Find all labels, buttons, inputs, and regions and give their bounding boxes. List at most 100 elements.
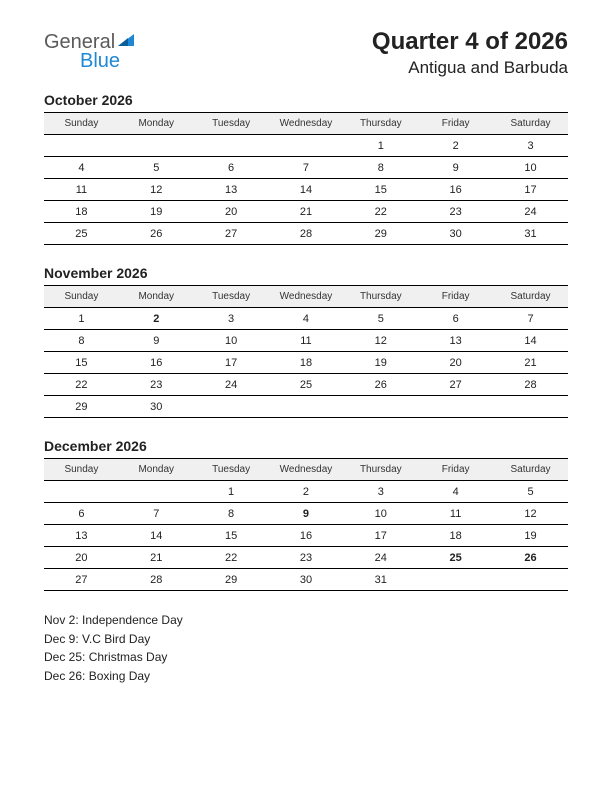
day-cell: 6 <box>44 503 119 525</box>
day-cell <box>269 135 344 157</box>
table-row: 12345 <box>44 481 568 503</box>
day-header: Tuesday <box>194 113 269 135</box>
day-cell: 2 <box>418 135 493 157</box>
day-cell: 1 <box>343 135 418 157</box>
day-cell: 29 <box>44 396 119 418</box>
day-cell: 3 <box>194 308 269 330</box>
month-title: October 2026 <box>44 92 568 108</box>
day-header: Friday <box>418 113 493 135</box>
month-title: November 2026 <box>44 265 568 281</box>
day-cell: 8 <box>343 157 418 179</box>
day-cell <box>493 569 568 591</box>
day-cell: 10 <box>343 503 418 525</box>
day-cell: 26 <box>493 547 568 569</box>
day-cell <box>269 396 344 418</box>
table-row: 18192021222324 <box>44 201 568 223</box>
day-cell: 23 <box>418 201 493 223</box>
day-cell: 3 <box>343 481 418 503</box>
day-cell: 22 <box>343 201 418 223</box>
day-cell: 11 <box>418 503 493 525</box>
day-cell: 28 <box>269 223 344 245</box>
day-cell: 16 <box>269 525 344 547</box>
months-container: October 2026SundayMondayTuesdayWednesday… <box>44 92 568 591</box>
day-cell: 18 <box>269 352 344 374</box>
day-header: Saturday <box>493 286 568 308</box>
day-cell: 1 <box>194 481 269 503</box>
day-cell: 7 <box>493 308 568 330</box>
day-cell: 16 <box>119 352 194 374</box>
day-cell: 14 <box>119 525 194 547</box>
holiday-entry: Dec 9: V.C Bird Day <box>44 630 568 649</box>
day-cell: 29 <box>194 569 269 591</box>
day-header: Wednesday <box>269 113 344 135</box>
page-subtitle: Antigua and Barbuda <box>372 58 568 78</box>
table-row: 11121314151617 <box>44 179 568 201</box>
day-header: Sunday <box>44 286 119 308</box>
day-header: Monday <box>119 286 194 308</box>
day-header: Tuesday <box>194 286 269 308</box>
day-cell: 4 <box>269 308 344 330</box>
day-header: Thursday <box>343 113 418 135</box>
day-cell: 30 <box>119 396 194 418</box>
day-header: Wednesday <box>269 459 344 481</box>
day-cell: 12 <box>119 179 194 201</box>
day-cell: 29 <box>343 223 418 245</box>
day-cell: 4 <box>418 481 493 503</box>
holidays-list: Nov 2: Independence DayDec 9: V.C Bird D… <box>44 611 568 685</box>
logo: General Blue <box>44 28 136 71</box>
table-row: 1234567 <box>44 308 568 330</box>
day-cell: 9 <box>269 503 344 525</box>
day-cell <box>44 135 119 157</box>
day-cell: 2 <box>269 481 344 503</box>
table-row: 2930 <box>44 396 568 418</box>
day-cell: 9 <box>418 157 493 179</box>
day-cell: 13 <box>194 179 269 201</box>
day-cell: 18 <box>44 201 119 223</box>
day-cell: 5 <box>343 308 418 330</box>
table-row: 20212223242526 <box>44 547 568 569</box>
calendar-table: SundayMondayTuesdayWednesdayThursdayFrid… <box>44 285 568 418</box>
day-cell <box>194 396 269 418</box>
logo-word-blue: Blue <box>80 51 136 71</box>
header: General Blue Quarter 4 of 2026 Antigua a… <box>44 28 568 78</box>
day-cell: 21 <box>119 547 194 569</box>
month-title: December 2026 <box>44 438 568 454</box>
day-cell: 12 <box>343 330 418 352</box>
day-header: Sunday <box>44 459 119 481</box>
logo-triangle-icon <box>118 34 136 48</box>
day-cell: 23 <box>119 374 194 396</box>
day-cell: 15 <box>194 525 269 547</box>
day-cell: 22 <box>44 374 119 396</box>
day-cell: 13 <box>44 525 119 547</box>
day-cell: 20 <box>418 352 493 374</box>
logo-text: General Blue <box>44 32 136 71</box>
day-cell: 28 <box>119 569 194 591</box>
day-cell: 18 <box>418 525 493 547</box>
day-cell: 6 <box>418 308 493 330</box>
day-cell: 28 <box>493 374 568 396</box>
holiday-entry: Dec 26: Boxing Day <box>44 667 568 686</box>
day-cell: 17 <box>194 352 269 374</box>
day-cell <box>493 396 568 418</box>
day-cell <box>343 396 418 418</box>
day-cell: 6 <box>194 157 269 179</box>
day-header: Saturday <box>493 113 568 135</box>
day-cell: 27 <box>194 223 269 245</box>
month-block: October 2026 SundayMondayTuesdayWednesday… <box>44 92 568 245</box>
day-header: Monday <box>119 113 194 135</box>
calendar-table: SundayMondayTuesdayWednesdayThursdayFrid… <box>44 112 568 245</box>
day-cell: 15 <box>44 352 119 374</box>
day-cell: 4 <box>44 157 119 179</box>
day-cell: 11 <box>44 179 119 201</box>
page-title: Quarter 4 of 2026 <box>372 28 568 56</box>
day-cell <box>119 481 194 503</box>
day-cell: 17 <box>493 179 568 201</box>
day-cell: 3 <box>493 135 568 157</box>
table-row: 6789101112 <box>44 503 568 525</box>
day-cell <box>119 135 194 157</box>
day-cell: 30 <box>418 223 493 245</box>
table-row: 2728293031 <box>44 569 568 591</box>
day-cell: 31 <box>343 569 418 591</box>
day-cell: 20 <box>44 547 119 569</box>
day-cell: 19 <box>493 525 568 547</box>
